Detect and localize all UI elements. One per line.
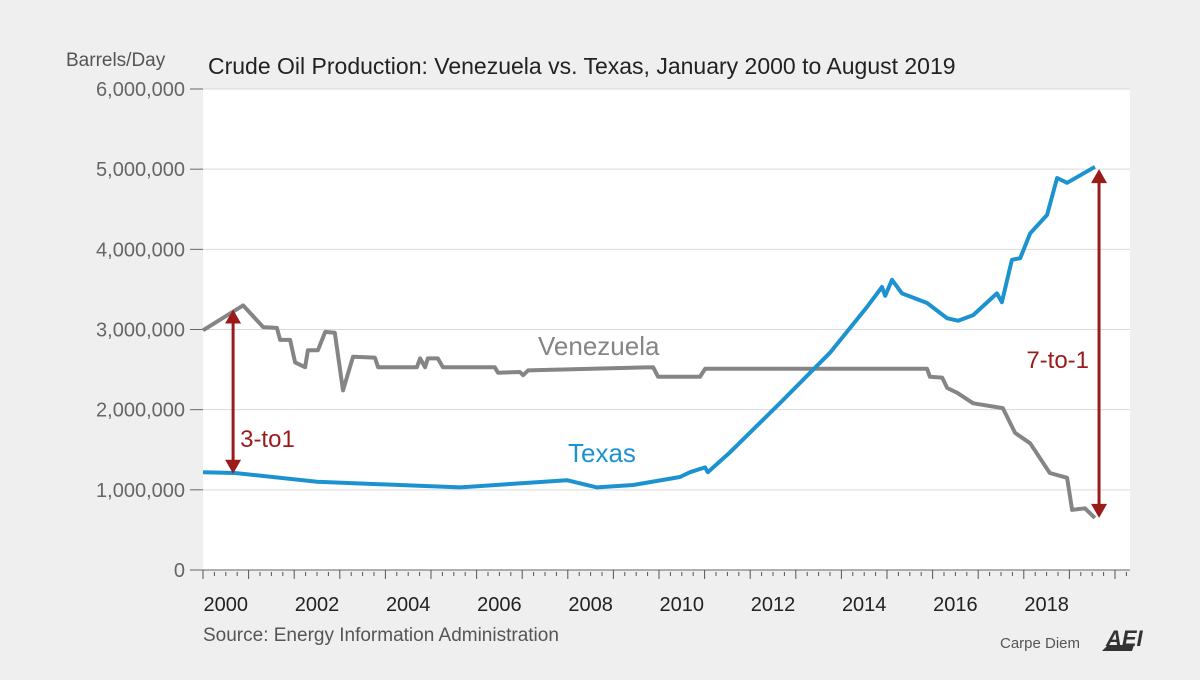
series-label-texas: Texas	[568, 438, 636, 468]
x-tick-label: 2002	[295, 594, 340, 616]
annotation-label: 3-to1	[240, 426, 295, 453]
brand-text: Carpe Diem	[1000, 635, 1080, 652]
y-tick-label: 6,000,000	[96, 79, 185, 101]
arrow-head-down	[1091, 503, 1108, 518]
x-tick-label: 2010	[660, 594, 705, 616]
chart-title: Crude Oil Production: Venezuela vs. Texa…	[208, 53, 956, 79]
series-line-texas	[202, 165, 1096, 490]
y-tick-label: 2,000,000	[96, 400, 185, 422]
svg-text:AEI: AEI	[1105, 626, 1144, 651]
aei-logo: AEI	[1102, 626, 1144, 651]
y-tick-label: 3,000,000	[96, 320, 185, 342]
y-tick-label: 0	[174, 560, 185, 582]
x-tick-label: 2006	[477, 594, 522, 616]
x-tick-label: 2004	[386, 594, 431, 616]
x-tick-label: 2014	[842, 594, 887, 616]
x-tick-label: 2012	[751, 594, 796, 616]
y-tick-label: 1,000,000	[96, 480, 185, 502]
x-tick-label: 2016	[933, 594, 978, 616]
source-note: Source: Energy Information Administratio…	[203, 625, 559, 646]
annotations: 3-to1 7-to-1	[225, 169, 1108, 518]
annotation-label: 7-to-1	[1026, 347, 1089, 374]
arrow-head-down	[225, 459, 242, 474]
x-axis: 2000 2002 2004 2006 2008 2010 2012 2014 2016 2018	[202, 569, 1130, 616]
arrow-head-up	[1091, 169, 1108, 184]
series-lines	[201, 165, 1097, 520]
y-tick-label: 4,000,000	[96, 239, 185, 261]
x-tick-label: 2008	[568, 594, 613, 616]
y-axis-label: Barrels/Day	[66, 50, 166, 71]
x-tick-label: 2000	[204, 594, 249, 616]
y-axis: 0 1,000,000 2,000,000 3,000,000 4,000,000 5,0…	[96, 79, 203, 582]
y-tick-label: 5,000,000	[96, 159, 185, 181]
x-tick-label: 2018	[1024, 594, 1069, 616]
gridlines	[203, 88, 1130, 491]
arrow-head-up	[225, 309, 242, 324]
series-line-venezuela	[201, 303, 1097, 520]
series-label-venezuela: Venezuela	[538, 331, 660, 361]
